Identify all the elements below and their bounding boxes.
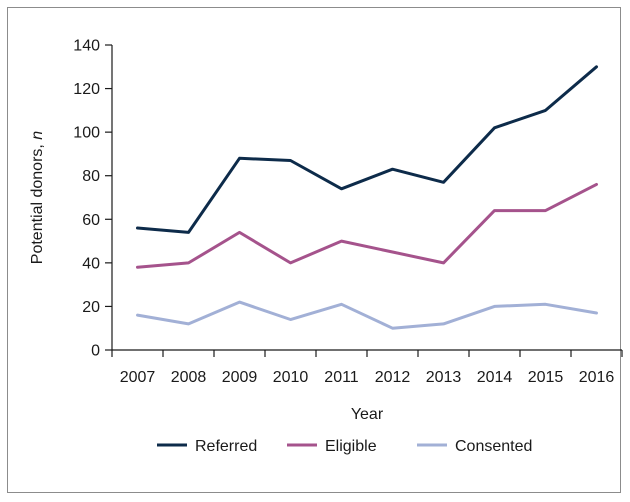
series-line-referred <box>136 65 598 234</box>
x-tick-label: 2015 <box>528 369 564 386</box>
y-tick-label: 40 <box>82 255 100 272</box>
legend-label-referred: Referred <box>195 438 257 455</box>
x-tick-label: 2011 <box>324 369 359 386</box>
y-tick-label: 140 <box>73 38 100 55</box>
y-tick-label: 80 <box>82 168 100 185</box>
x-tick-label: 2007 <box>120 369 156 386</box>
y-tick-label: 60 <box>82 212 100 229</box>
x-tick-label: 2014 <box>477 369 513 386</box>
y-tick-label: 100 <box>73 125 100 142</box>
x-axis-title: Year <box>351 406 384 423</box>
legend-label-eligible: Eligible <box>325 438 377 455</box>
y-axis-title: Potential donors, n <box>29 131 46 265</box>
y-tick-label: 0 <box>91 343 100 360</box>
x-tick-label: 2013 <box>426 369 462 386</box>
x-tick-label: 2012 <box>375 369 411 386</box>
series-line-eligible <box>136 182 598 269</box>
x-tick-label: 2010 <box>273 369 309 386</box>
legend-label-consented: Consented <box>455 438 532 455</box>
series-line-consented <box>136 300 598 330</box>
x-tick-label: 2009 <box>222 369 258 386</box>
y-tick-label: 20 <box>82 299 100 316</box>
x-tick-label: 2016 <box>579 369 615 386</box>
y-tick-label: 120 <box>73 81 100 98</box>
x-tick-label: 2008 <box>171 369 207 386</box>
